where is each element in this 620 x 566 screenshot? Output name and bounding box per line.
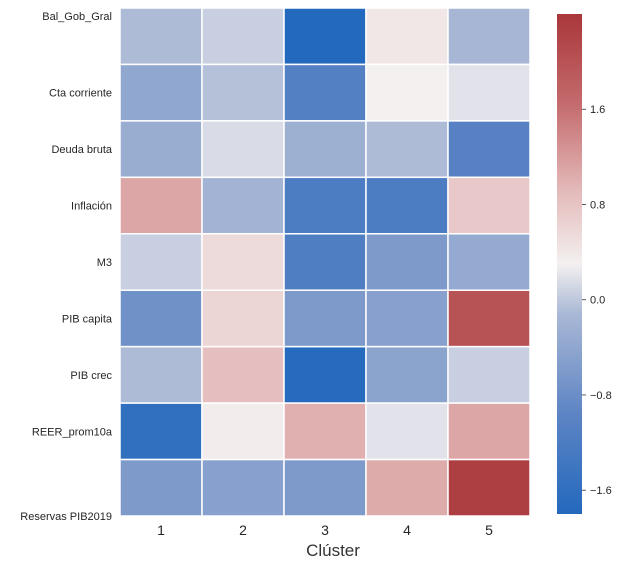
heatmap-cell (119, 7, 203, 66)
heatmap-cell (201, 176, 285, 235)
heatmap-cell (447, 402, 531, 461)
heatmap-cell (201, 402, 285, 461)
heatmap-cells (119, 7, 531, 517)
heatmap-cell (365, 7, 449, 66)
heatmap-cell (201, 7, 285, 66)
heatmap-cell (283, 63, 367, 122)
heatmap-cell (365, 345, 449, 404)
heatmap-cell (283, 458, 367, 517)
heatmap-cell (365, 402, 449, 461)
y-tick-label: REER_prom10a (32, 426, 113, 438)
heatmap-cell (365, 458, 449, 517)
y-tick-labels: Bal_Gob_Gral Cta corriente Deuda bruta Infl… (20, 11, 113, 523)
colorbar-tick-label: 0.8 (590, 199, 605, 211)
x-tick-label: 5 (485, 522, 493, 538)
heatmap-cell (283, 233, 367, 291)
heatmap-cell (201, 458, 285, 517)
heatmap-cell (119, 233, 203, 291)
heatmap-cell (119, 176, 203, 235)
colorbar-tick-label: −0.8 (590, 390, 612, 402)
y-tick-label: Reservas PIB2019 (20, 511, 112, 523)
colorbar-tick-label: −1.6 (590, 485, 612, 497)
heatmap-cell (283, 345, 367, 404)
heatmap-cell (365, 233, 449, 291)
heatmap-cell (283, 7, 367, 66)
heatmap-cell (119, 458, 203, 517)
heatmap-cell (447, 63, 531, 122)
heatmap-cell (447, 120, 531, 179)
y-tick-label: PIB capita (62, 313, 113, 325)
heatmap-cell (283, 120, 367, 179)
y-tick-label: PIB crec (70, 370, 112, 382)
heatmap-cell (283, 176, 367, 235)
x-tick-labels: 1 2 3 4 5 (157, 522, 493, 538)
heatmap-cell (201, 63, 285, 122)
x-tick-label: 2 (239, 522, 247, 538)
heatmap-cell (119, 289, 203, 348)
y-tick-label: M3 (97, 257, 112, 269)
y-tick-label: Deuda bruta (51, 144, 112, 156)
x-axis-label: Clúster (306, 541, 360, 560)
heatmap-cell (119, 345, 203, 404)
y-tick-label: Cta corriente (49, 88, 112, 100)
x-tick-label: 3 (321, 522, 329, 538)
colorbar-tick-label: 1.6 (590, 104, 605, 116)
heatmap-cell (365, 176, 449, 235)
heatmap-cell (447, 458, 531, 517)
heatmap-cell (365, 289, 449, 348)
heatmap-cell (201, 289, 285, 348)
heatmap-cell (119, 402, 203, 461)
heatmap-cell (447, 7, 531, 66)
heatmap-cell (447, 289, 531, 348)
heatmap-cell (283, 289, 367, 348)
heatmap-cell (365, 63, 449, 122)
heatmap-cell (201, 345, 285, 404)
heatmap-cell (119, 120, 203, 179)
x-tick-label: 4 (403, 522, 411, 538)
x-tick-label: 1 (157, 522, 165, 538)
y-tick-label: Inflación (71, 201, 112, 213)
colorbar (557, 14, 582, 514)
heatmap-cell (201, 233, 285, 291)
heatmap-cell (447, 176, 531, 235)
heatmap-cell (119, 63, 203, 122)
heatmap-cell (447, 233, 531, 291)
heatmap-cell (447, 345, 531, 404)
colorbar-ticks: −1.6 −0.8 0.0 0.8 1.6 (582, 104, 612, 497)
heatmap-cell (365, 120, 449, 179)
colorbar-tick-label: 0.0 (590, 295, 605, 307)
y-tick-label: Bal_Gob_Gral (42, 11, 112, 23)
heatmap-cell (201, 120, 285, 179)
heatmap-cell (283, 402, 367, 461)
